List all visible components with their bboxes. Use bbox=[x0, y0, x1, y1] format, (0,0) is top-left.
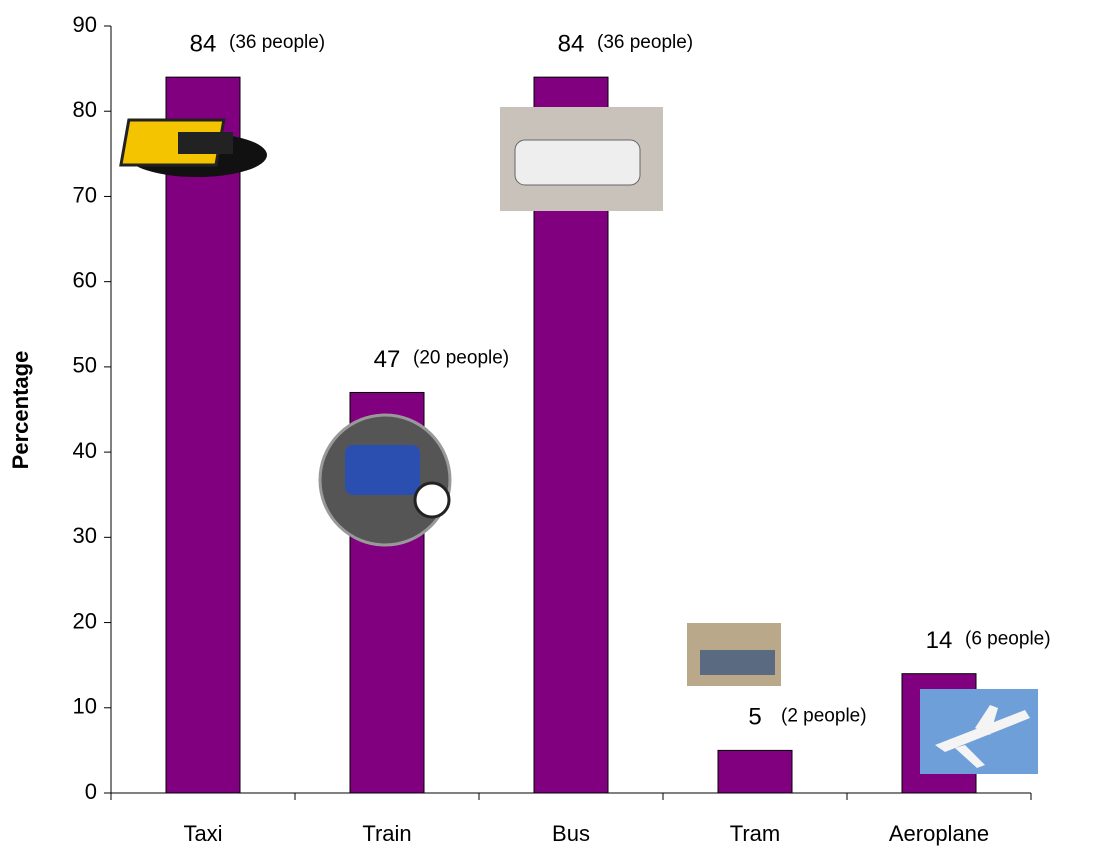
y-tick-label: 60 bbox=[73, 267, 97, 292]
annotation: (2 people) bbox=[781, 705, 867, 726]
y-axis-label: Percentage bbox=[8, 351, 33, 470]
value-label: 5 bbox=[748, 704, 761, 731]
x-tick-label: Tram bbox=[730, 821, 781, 846]
y-tick-label: 70 bbox=[73, 182, 97, 207]
plane-icon bbox=[935, 705, 1030, 768]
y-tick-label: 90 bbox=[73, 12, 97, 37]
y-tick-label: 10 bbox=[73, 694, 97, 719]
taxi-icon bbox=[178, 132, 233, 154]
y-tick-label: 30 bbox=[73, 523, 97, 548]
bus-icon bbox=[514, 139, 641, 186]
y-tick-label: 40 bbox=[73, 438, 97, 463]
y-tick-label: 20 bbox=[73, 608, 97, 633]
annotation: (6 people) bbox=[965, 629, 1051, 650]
annotation: (20 people) bbox=[413, 347, 509, 368]
annotation: (36 people) bbox=[597, 32, 693, 53]
labels: 84 (36 people) 47 (20 people) 84 (36 people) 5… bbox=[190, 30, 1051, 730]
y-tick-label: 80 bbox=[73, 97, 97, 122]
annotation: (36 people) bbox=[229, 32, 325, 53]
x-tick-label: Aeroplane bbox=[889, 821, 989, 846]
value-label: 47 bbox=[374, 346, 401, 373]
bar bbox=[165, 76, 241, 794]
x-tick-label: Train bbox=[362, 821, 411, 846]
value-label: 84 bbox=[558, 30, 585, 57]
value-label: 14 bbox=[926, 627, 953, 654]
tram-icon bbox=[700, 650, 775, 675]
train-icon bbox=[345, 445, 420, 495]
y-tick-label: 0 bbox=[85, 779, 97, 804]
train-icon bbox=[413, 481, 451, 519]
bar bbox=[717, 749, 793, 794]
value-label: 84 bbox=[190, 30, 217, 57]
x-tick-label: Taxi bbox=[183, 821, 222, 846]
x-tick-label: Bus bbox=[552, 821, 590, 846]
y-tick-label: 50 bbox=[73, 353, 97, 378]
icons bbox=[119, 107, 1038, 774]
